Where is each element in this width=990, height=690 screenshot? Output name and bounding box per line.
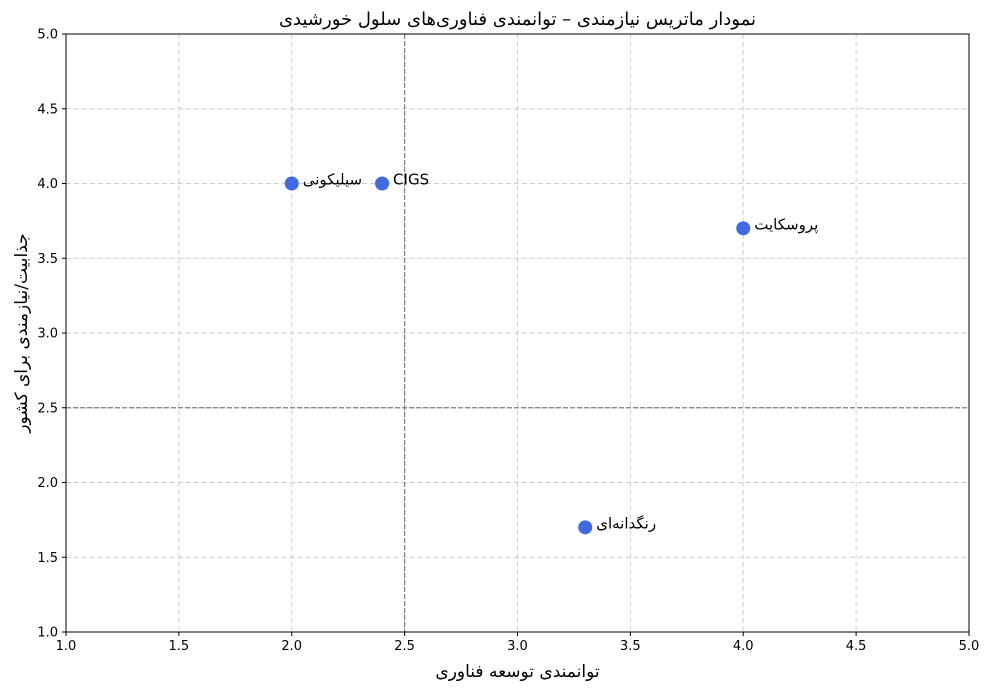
y-tick-label: 4.5 [37,102,58,117]
x-tick-label: 3.0 [507,639,528,654]
y-tick-label: 2.5 [37,401,58,416]
x-tick-label: 1.0 [56,639,77,654]
point-label: CIGS [393,171,429,189]
x-axis-ticks: 1.0 1.5 2.0 2.5 3.0 3.5 4.0 4.5 5.0 [56,632,980,654]
data-point [375,176,390,191]
x-axis-title: توانمندی توسعه فناوری [435,662,599,682]
data-point [578,520,593,535]
point-label: سیلیکونی [303,171,362,189]
data-point [284,176,299,191]
x-tick-label: 3.5 [620,639,641,654]
y-tick-label: 3.0 [37,327,58,342]
x-tick-label: 2.5 [394,639,415,654]
x-tick-label: 5.0 [959,639,980,654]
y-tick-label: 1.0 [37,626,58,641]
x-tick-label: 2.0 [281,639,302,654]
point-label: پروسکایت [754,215,818,234]
x-tick-label: 4.5 [846,639,867,654]
reference-lines [66,34,969,632]
y-tick-label: 3.5 [37,252,58,267]
x-tick-label: 4.0 [733,639,754,654]
chart-title: نمودار ماتریس نیازمندی – توانمندی فناوری… [279,9,756,30]
y-tick-label: 4.0 [37,177,58,192]
y-tick-label: 1.5 [37,551,58,566]
y-axis-ticks: 1.0 1.5 2.0 2.5 3.0 3.5 4.0 4.5 5.0 [37,28,66,641]
x-tick-label: 1.5 [169,639,190,654]
y-tick-label: 2.0 [37,476,58,491]
data-points: سیلیکونی CIGS پروسکایت رنگدانه‌ای [284,171,818,535]
data-point [736,221,751,236]
y-tick-label: 5.0 [37,28,58,43]
y-axis-title: جذابیت/نیازمندی برای کشور [12,233,32,433]
point-label: رنگدانه‌ای [596,514,656,532]
